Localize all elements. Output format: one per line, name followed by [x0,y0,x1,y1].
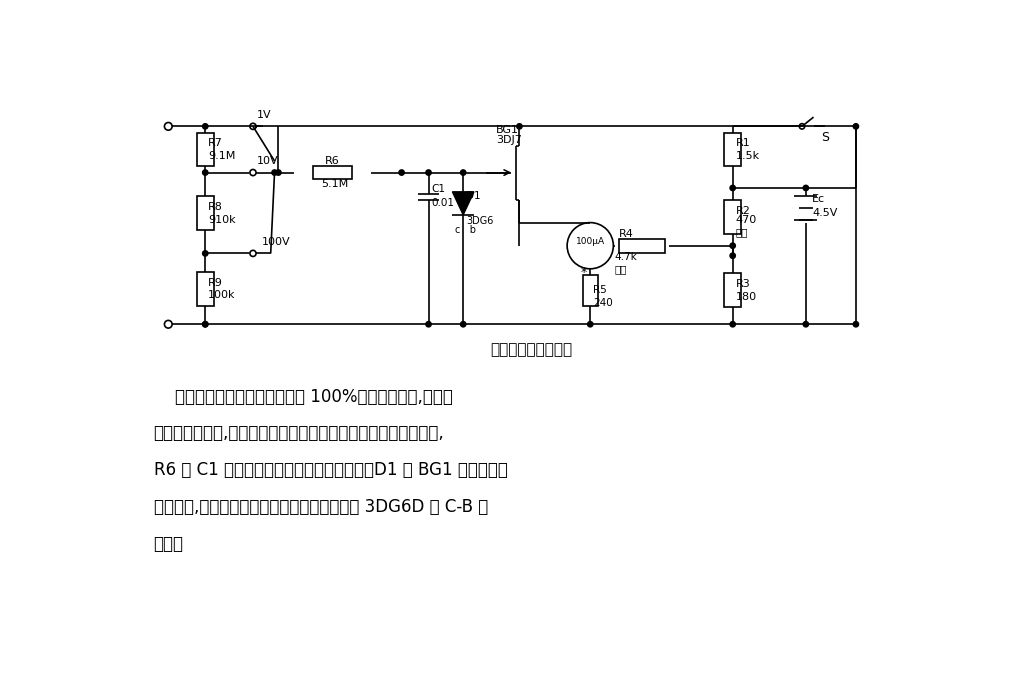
Circle shape [203,124,208,129]
Text: R4: R4 [618,229,634,239]
Text: 1V: 1V [257,110,271,120]
Bar [197,132,213,167]
Text: S: S [822,131,829,144]
Text: 910k: 910k [208,214,236,225]
Text: 10V: 10V [257,156,279,166]
Circle shape [399,170,404,175]
Text: 470: 470 [736,214,757,225]
Text: 100k: 100k [208,290,236,300]
Text: 简易场效应管电压表: 简易场效应管电压表 [490,342,572,357]
Circle shape [730,253,736,258]
Text: 调零: 调零 [736,228,748,237]
Circle shape [854,124,859,129]
Circle shape [460,321,466,327]
Text: R7: R7 [208,139,223,148]
Circle shape [460,170,466,175]
Circle shape [203,321,208,327]
Text: 100V: 100V [261,237,290,247]
Text: 护二极管,它要求漏电流极小。它也可用晶体管 3DG6D 的 C-B 结: 护二极管,它要求漏电流极小。它也可用晶体管 3DG6D 的 C-B 结 [153,498,488,517]
Text: 180: 180 [736,291,757,302]
Text: 0.01: 0.01 [432,198,455,209]
Text: 100μA: 100μA [576,237,605,246]
Circle shape [271,170,278,175]
Bar [724,132,741,167]
Text: c   b: c b [456,225,477,235]
Circle shape [203,251,208,256]
Circle shape [730,243,736,248]
Text: *: * [581,266,587,279]
Text: C1: C1 [432,185,445,195]
Circle shape [587,321,593,327]
Text: R6: R6 [324,156,340,166]
Text: 校正: 校正 [615,264,628,274]
Text: R5: R5 [594,286,607,295]
Bar [197,197,213,230]
Text: 240: 240 [594,298,613,308]
Text: 4.7k: 4.7k [615,252,637,262]
Circle shape [730,321,736,327]
Text: Ec: Ec [812,195,825,204]
Circle shape [203,170,208,175]
Text: D1: D1 [466,190,481,201]
Text: R3: R3 [736,279,750,289]
Bar [724,274,741,307]
Text: R9: R9 [208,278,223,288]
Polygon shape [453,192,473,215]
Circle shape [426,170,431,175]
Circle shape [426,321,431,327]
Text: 3DG6: 3DG6 [466,216,493,226]
Text: BG1: BG1 [496,125,519,135]
Text: 代替。: 代替。 [153,536,183,553]
Bar [197,272,213,306]
Text: R2: R2 [736,206,751,216]
Text: R8: R8 [208,202,223,212]
Circle shape [854,321,859,327]
Bar [582,275,598,306]
Bar [724,200,741,234]
Text: 3DJ7: 3DJ7 [496,135,522,145]
Circle shape [517,124,522,129]
Text: 4.5V: 4.5V [812,208,837,218]
Circle shape [730,186,736,190]
Bar [618,239,665,253]
Text: R6 和 C1 组成的滤波器用来滤除交流干扰。D1 是 BG1 输入端的保: R6 和 C1 组成的滤波器用来滤除交流干扰。D1 是 BG1 输入端的保 [153,461,508,480]
Circle shape [803,186,808,190]
Circle shape [203,321,208,327]
Text: 5.1M: 5.1M [321,179,349,189]
Circle shape [803,321,808,327]
Text: 1.5k: 1.5k [736,150,759,160]
Circle shape [276,170,281,175]
Bar [313,166,351,179]
Text: 由于场效应管源极跟随器加有 100%的电压负反馈,电压表: 由于场效应管源极跟随器加有 100%的电压负反馈,电压表 [153,388,453,406]
Text: 9.1M: 9.1M [208,150,236,160]
Text: 的指示稳定性好,基本上不随温度变化或调换管子等因素的影响。,: 的指示稳定性好,基本上不随温度变化或调换管子等因素的影响。, [153,424,444,442]
Text: R1: R1 [736,139,750,148]
